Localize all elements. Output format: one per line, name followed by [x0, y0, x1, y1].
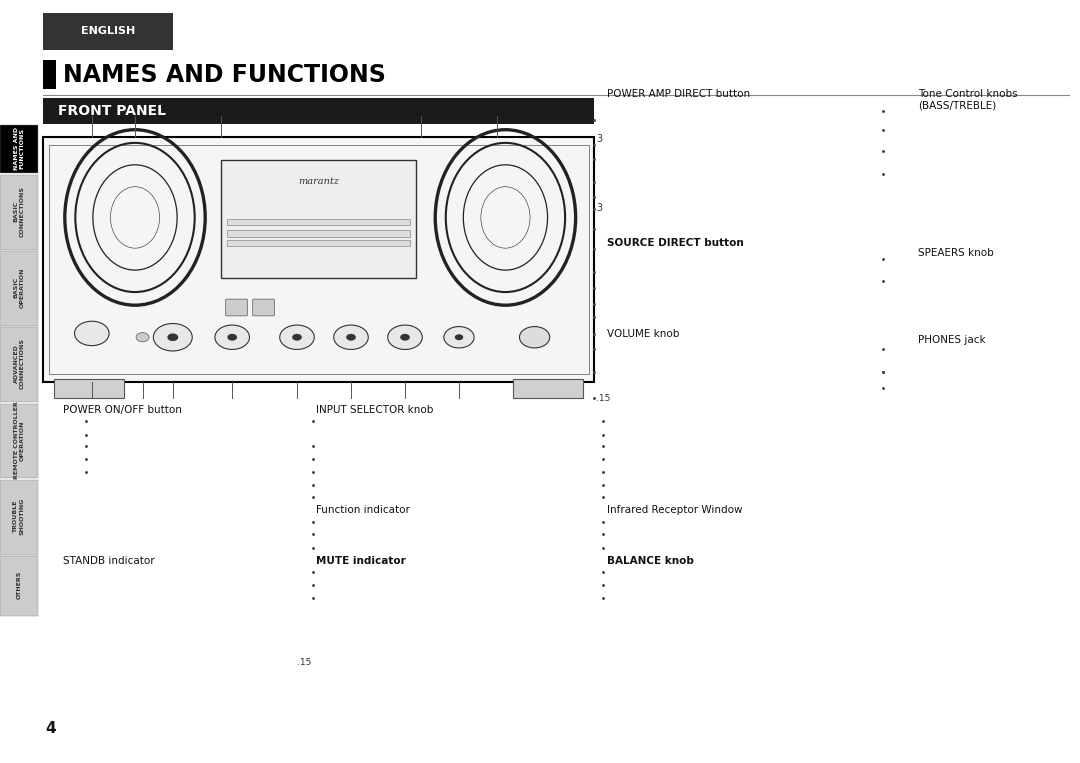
FancyBboxPatch shape: [54, 379, 124, 398]
Text: STANDB indicator: STANDB indicator: [63, 555, 154, 566]
Circle shape: [215, 325, 249, 349]
Text: .15: .15: [297, 658, 311, 667]
Text: TROUBLE
SHOOTING: TROUBLE SHOOTING: [13, 498, 25, 535]
Circle shape: [228, 334, 237, 340]
FancyBboxPatch shape: [0, 251, 38, 326]
Text: SOURCE DIRECT button: SOURCE DIRECT button: [607, 237, 744, 248]
FancyBboxPatch shape: [221, 160, 416, 278]
Text: NAMES AND FUNCTIONS: NAMES AND FUNCTIONS: [63, 63, 386, 87]
FancyBboxPatch shape: [253, 299, 274, 316]
Text: ADVANCED
CONNECTIONS: ADVANCED CONNECTIONS: [13, 339, 25, 389]
FancyBboxPatch shape: [0, 404, 38, 478]
Text: 3: 3: [596, 134, 603, 144]
Circle shape: [455, 334, 463, 340]
Circle shape: [280, 325, 314, 349]
Circle shape: [153, 324, 192, 351]
Circle shape: [136, 333, 149, 342]
Circle shape: [293, 334, 301, 340]
Text: 4: 4: [45, 721, 56, 736]
FancyBboxPatch shape: [227, 219, 410, 225]
FancyBboxPatch shape: [227, 230, 410, 237]
FancyBboxPatch shape: [43, 60, 56, 89]
Circle shape: [167, 333, 178, 341]
Text: VOLUME knob: VOLUME knob: [607, 329, 679, 340]
Circle shape: [401, 334, 409, 340]
Text: FRONT PANEL: FRONT PANEL: [58, 104, 166, 118]
Text: .15: .15: [596, 394, 610, 403]
Text: marantz: marantz: [298, 177, 339, 186]
Circle shape: [444, 327, 474, 348]
Text: BALANCE knob: BALANCE knob: [607, 555, 693, 566]
Text: BASIC
OPERATION: BASIC OPERATION: [13, 267, 25, 308]
Circle shape: [347, 334, 355, 340]
FancyBboxPatch shape: [0, 125, 38, 173]
FancyBboxPatch shape: [43, 13, 173, 50]
Text: BASIC
CONNECTIONS: BASIC CONNECTIONS: [13, 186, 25, 237]
Circle shape: [75, 321, 109, 346]
FancyBboxPatch shape: [513, 379, 583, 398]
Text: NAMES AND
FUNCTIONS: NAMES AND FUNCTIONS: [13, 127, 25, 170]
FancyBboxPatch shape: [0, 327, 38, 402]
FancyBboxPatch shape: [226, 299, 247, 316]
Circle shape: [334, 325, 368, 349]
Text: POWER ON/OFF button: POWER ON/OFF button: [63, 405, 181, 416]
FancyBboxPatch shape: [0, 175, 38, 250]
Text: Function indicator: Function indicator: [316, 504, 410, 515]
Text: PHONES jack: PHONES jack: [918, 334, 986, 345]
FancyBboxPatch shape: [43, 98, 594, 124]
Text: INPUT SELECTOR knob: INPUT SELECTOR knob: [316, 405, 434, 416]
Text: (BASS/TREBLE): (BASS/TREBLE): [918, 100, 996, 111]
FancyBboxPatch shape: [0, 480, 38, 555]
Text: ENGLISH: ENGLISH: [81, 26, 135, 37]
Circle shape: [519, 327, 550, 348]
Text: OTHERS: OTHERS: [16, 571, 22, 600]
Text: Infrared Receptor Window: Infrared Receptor Window: [607, 504, 742, 515]
Circle shape: [388, 325, 422, 349]
FancyBboxPatch shape: [227, 240, 410, 246]
Text: REMOTE CONTROLLER
OPERATION: REMOTE CONTROLLER OPERATION: [13, 401, 25, 479]
FancyBboxPatch shape: [0, 556, 38, 616]
Text: Tone Control knobs: Tone Control knobs: [918, 89, 1017, 99]
Text: SPEAERS knob: SPEAERS knob: [918, 248, 994, 259]
Text: MUTE indicator: MUTE indicator: [316, 555, 406, 566]
FancyBboxPatch shape: [43, 137, 594, 382]
Text: 3: 3: [596, 202, 603, 213]
Text: POWER AMP DIRECT button: POWER AMP DIRECT button: [607, 89, 751, 99]
